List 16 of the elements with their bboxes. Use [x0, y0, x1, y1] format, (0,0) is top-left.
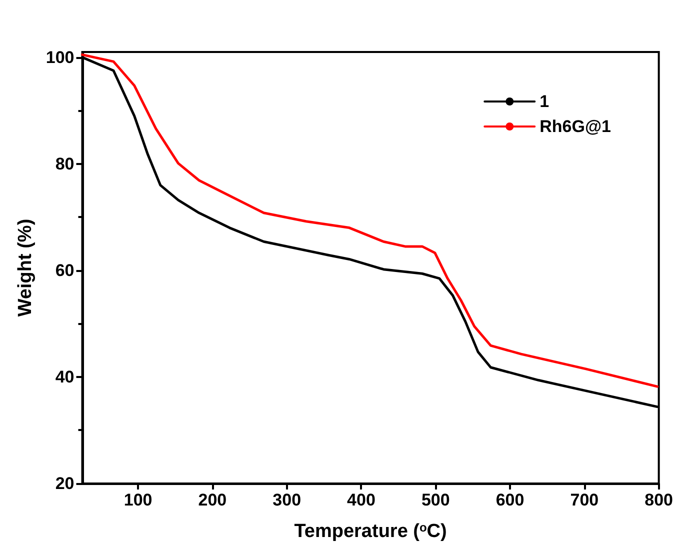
y-tick-label: 20	[55, 474, 74, 493]
x-tick-label: 200	[198, 490, 227, 510]
legend-label: 1	[540, 92, 550, 111]
legend-label: Rh6G@1	[540, 117, 612, 136]
x-tick-label: 700	[570, 490, 599, 510]
x-tick-label: 600	[496, 490, 524, 510]
y-tick-label: 100	[46, 48, 74, 67]
y-tick-label: 60	[55, 260, 74, 280]
x-tick-label: 100	[124, 490, 152, 510]
x-tick-label: 300	[272, 490, 302, 510]
y-tick-label: 80	[55, 154, 74, 174]
x-tick-label: 500	[421, 490, 450, 510]
y-tick-label: 40	[55, 367, 74, 386]
y-axis-title: Weight (%)	[15, 218, 36, 317]
x-tick-label: 400	[347, 490, 376, 510]
x-tick-label: 800	[644, 490, 674, 510]
